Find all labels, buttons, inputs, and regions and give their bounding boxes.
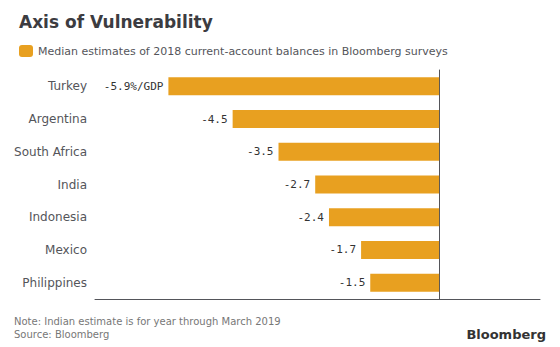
svg-text:Philippines: Philippines xyxy=(22,276,87,290)
svg-text:-4.5: -4.5 xyxy=(201,113,228,126)
svg-text:-5.9%/GDP: -5.9%/GDP xyxy=(104,80,164,93)
svg-text:Indonesia: Indonesia xyxy=(29,210,87,224)
svg-text:Mexico: Mexico xyxy=(45,243,87,257)
svg-text:Bloomberg: Bloomberg xyxy=(466,327,546,342)
svg-text:Turkey: Turkey xyxy=(47,79,87,93)
svg-text:Argentina: Argentina xyxy=(28,112,87,126)
svg-text:India: India xyxy=(58,178,87,192)
svg-text:Median estimates of 2018 curre: Median estimates of 2018 current-account… xyxy=(38,45,448,58)
svg-text:-2.7: -2.7 xyxy=(284,178,311,191)
svg-text:-1.7: -1.7 xyxy=(330,243,357,256)
svg-text:-3.5: -3.5 xyxy=(247,145,274,158)
svg-text:-1.5: -1.5 xyxy=(339,276,366,289)
svg-text:Source: Bloomberg: Source: Bloomberg xyxy=(14,329,109,340)
svg-text:-2.4: -2.4 xyxy=(297,211,324,224)
svg-text:Axis of Vulnerability: Axis of Vulnerability xyxy=(19,12,213,32)
svg-text:Note: Indian estimate is for y: Note: Indian estimate is for year throug… xyxy=(14,316,281,327)
svg-text:South Africa: South Africa xyxy=(14,145,87,159)
